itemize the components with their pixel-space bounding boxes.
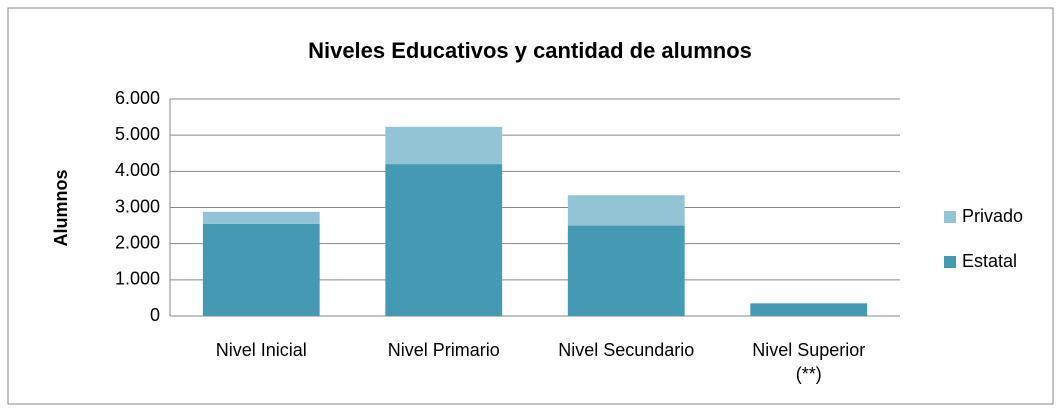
x-tick-label: Nivel Secundario <box>558 340 695 360</box>
bar-segment <box>567 195 685 226</box>
x-tick-label: Nivel Superior (**) <box>752 340 866 384</box>
y-tick-label: 4.000 <box>115 160 160 180</box>
legend-swatch <box>944 256 956 268</box>
bar-segment <box>385 126 503 165</box>
chart-border <box>7 7 1054 405</box>
bar-segment <box>567 225 685 316</box>
bar-segment <box>750 303 868 316</box>
chart-title: Niveles Educativos y cantidad de alumnos <box>308 38 752 63</box>
y-tick-label: 6.000 <box>115 88 160 108</box>
bar-segment <box>202 223 320 316</box>
y-tick-label: 2.000 <box>115 232 160 252</box>
bar-segment <box>202 211 320 224</box>
bar-segment <box>385 164 503 316</box>
legend-swatch <box>944 211 956 223</box>
y-axis-label: Alumnos <box>51 169 71 246</box>
x-tick-label: Nivel Primario <box>387 340 500 360</box>
x-tick-label: Nivel Inicial <box>215 340 307 360</box>
y-tick-label: 0 <box>150 305 160 325</box>
y-tick-label: 1.000 <box>115 269 160 289</box>
legend-label: Estatal <box>962 251 1017 271</box>
y-tick-label: 5.000 <box>115 124 160 144</box>
y-tick-label: 3.000 <box>115 196 160 216</box>
legend-label: Privado <box>962 206 1023 226</box>
